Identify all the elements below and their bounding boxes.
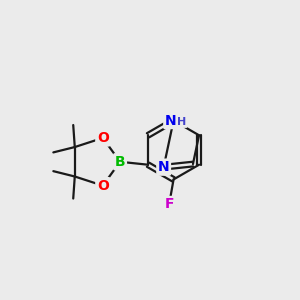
- Text: N: N: [158, 160, 170, 174]
- Text: H: H: [177, 117, 186, 127]
- Text: B: B: [115, 155, 125, 169]
- Text: N: N: [165, 114, 176, 128]
- Text: O: O: [97, 178, 109, 193]
- Text: F: F: [164, 197, 174, 212]
- Text: O: O: [97, 131, 109, 145]
